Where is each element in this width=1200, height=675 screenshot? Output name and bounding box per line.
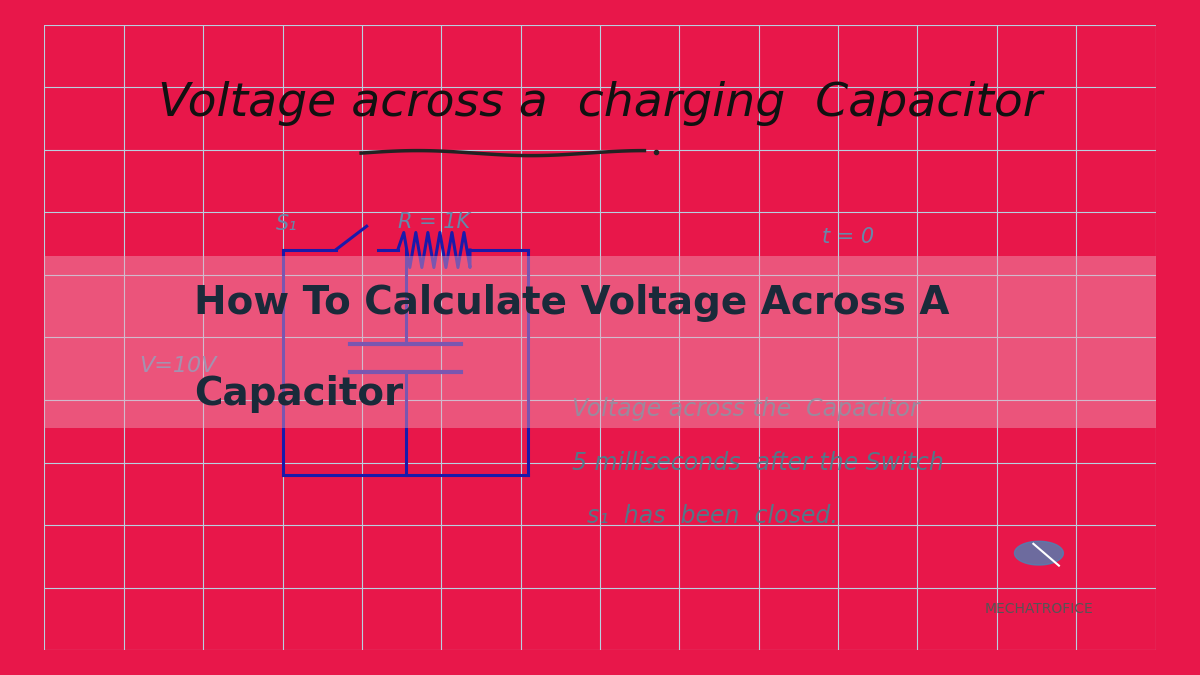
- Text: MECHATROFICE: MECHATROFICE: [984, 602, 1093, 616]
- Polygon shape: [1014, 541, 1063, 565]
- Text: s₁  has  been  closed.: s₁ has been closed.: [572, 504, 838, 528]
- Text: How To Calculate Voltage Across A: How To Calculate Voltage Across A: [194, 284, 950, 322]
- Text: 5 milliseconds  after the Switch: 5 milliseconds after the Switch: [572, 450, 944, 475]
- Text: S₁: S₁: [276, 215, 298, 234]
- Text: R = 1K: R = 1K: [397, 213, 470, 232]
- Text: Voltage across the  Capacitor: Voltage across the Capacitor: [572, 398, 920, 421]
- Text: Voltage across a  charging  Capacitor: Voltage across a charging Capacitor: [158, 80, 1042, 126]
- Text: t = 0: t = 0: [822, 227, 875, 248]
- Text: V=10V: V=10V: [139, 356, 216, 375]
- Bar: [44, 256, 1156, 428]
- Text: Capacitor: Capacitor: [194, 375, 403, 412]
